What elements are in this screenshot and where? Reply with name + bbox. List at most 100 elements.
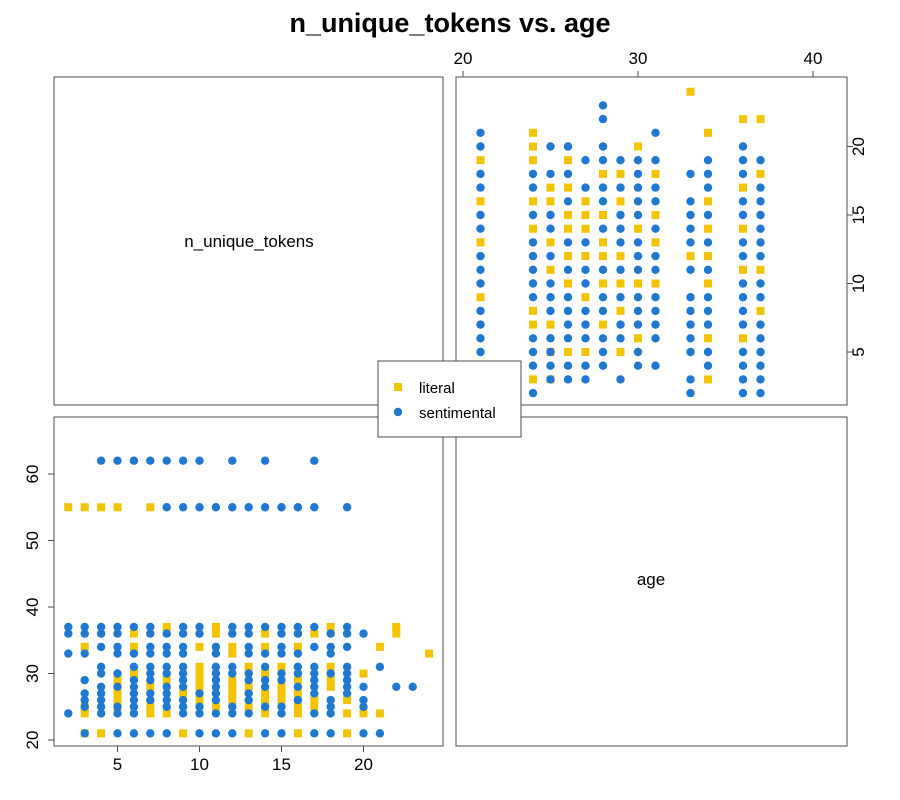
point-literal-top-right bbox=[634, 279, 642, 288]
point-sentimental-bottom-left bbox=[129, 622, 139, 632]
point-sentimental-bottom-left bbox=[244, 675, 253, 685]
point-literal-bottom-left bbox=[293, 702, 302, 711]
point-sentimental-bottom-left bbox=[310, 662, 319, 672]
point-sentimental-bottom-left bbox=[146, 649, 155, 658]
point-literal-top-right bbox=[704, 375, 712, 384]
point-literal-bottom-left bbox=[162, 622, 171, 631]
point-literal-bottom-left bbox=[293, 729, 302, 738]
point-sentimental-top-right bbox=[546, 347, 555, 357]
x-tick-label: 10 bbox=[190, 755, 209, 774]
point-sentimental-bottom-left bbox=[326, 709, 335, 718]
point-sentimental-top-right bbox=[616, 224, 625, 233]
point-literal-top-right bbox=[581, 197, 590, 206]
point-literal-bottom-left bbox=[359, 709, 368, 718]
point-sentimental-bottom-left bbox=[178, 503, 188, 512]
point-sentimental-top-right bbox=[581, 265, 590, 274]
point-sentimental-bottom-left bbox=[96, 622, 106, 632]
point-sentimental-top-right bbox=[651, 334, 660, 343]
point-sentimental-bottom-left bbox=[178, 622, 188, 632]
point-sentimental-top-right bbox=[616, 238, 625, 247]
point-literal-top-right bbox=[476, 156, 485, 165]
point-literal-bottom-left bbox=[179, 689, 188, 698]
point-sentimental-top-right bbox=[528, 183, 538, 192]
point-sentimental-top-right bbox=[616, 320, 625, 329]
point-sentimental-top-right bbox=[738, 361, 748, 370]
point-sentimental-bottom-left bbox=[129, 729, 139, 738]
point-sentimental-bottom-left bbox=[244, 629, 253, 638]
point-sentimental-bottom-left bbox=[228, 729, 237, 738]
point-sentimental-bottom-left bbox=[211, 649, 221, 658]
point-sentimental-top-right bbox=[598, 306, 608, 316]
point-sentimental-bottom-left bbox=[129, 675, 139, 685]
point-sentimental-bottom-left bbox=[310, 709, 319, 718]
point-literal-bottom-left bbox=[310, 629, 319, 638]
point-literal-bottom-left bbox=[211, 622, 220, 631]
point-literal-bottom-left bbox=[261, 629, 270, 638]
point-literal-bottom-left bbox=[261, 689, 270, 698]
point-sentimental-bottom-left bbox=[178, 669, 188, 678]
point-sentimental-top-right bbox=[651, 183, 660, 192]
point-sentimental-bottom-left bbox=[146, 695, 155, 705]
point-sentimental-bottom-left bbox=[178, 695, 188, 705]
point-sentimental-bottom-left bbox=[64, 709, 73, 718]
point-literal-bottom-left bbox=[244, 662, 253, 671]
point-literal-top-right bbox=[651, 211, 660, 219]
point-literal-top-right bbox=[581, 348, 590, 356]
legend-box bbox=[377, 360, 522, 438]
point-sentimental-bottom-left bbox=[80, 729, 89, 738]
point-sentimental-top-right bbox=[738, 347, 748, 357]
point-sentimental-top-right bbox=[476, 265, 485, 274]
point-sentimental-bottom-left bbox=[113, 642, 122, 652]
point-literal-bottom-left bbox=[228, 696, 237, 705]
point-literal-bottom-left bbox=[195, 662, 204, 671]
point-sentimental-bottom-left bbox=[64, 622, 73, 632]
point-literal-top-right bbox=[546, 197, 555, 206]
point-sentimental-bottom-left bbox=[228, 662, 237, 672]
point-literal-bottom-left bbox=[392, 629, 401, 638]
point-literal-top-right bbox=[529, 197, 537, 206]
point-sentimental-top-right bbox=[756, 375, 765, 384]
point-literal-bottom-left bbox=[195, 642, 204, 651]
point-literal-top-right bbox=[564, 348, 572, 356]
point-literal-top-right bbox=[616, 252, 625, 261]
point-sentimental-bottom-left bbox=[162, 662, 171, 672]
point-sentimental-bottom-left bbox=[211, 682, 221, 691]
point-sentimental-top-right bbox=[563, 265, 573, 274]
point-sentimental-top-right bbox=[546, 210, 555, 220]
point-sentimental-top-right bbox=[756, 251, 765, 261]
point-sentimental-bottom-left bbox=[277, 675, 286, 685]
point-sentimental-bottom-left bbox=[392, 682, 401, 691]
point-sentimental-bottom-left bbox=[211, 689, 221, 698]
point-sentimental-bottom-left bbox=[129, 695, 139, 705]
point-literal-bottom-left bbox=[326, 676, 335, 685]
point-sentimental-bottom-left bbox=[146, 729, 155, 738]
point-sentimental-top-right bbox=[686, 210, 695, 220]
right-tick-label: 20 bbox=[849, 137, 868, 156]
y-tick-label: 40 bbox=[23, 598, 42, 617]
point-literal-bottom-left bbox=[146, 709, 155, 718]
point-sentimental-bottom-left bbox=[113, 629, 122, 638]
point-sentimental-top-right bbox=[756, 197, 765, 206]
point-sentimental-bottom-left bbox=[310, 729, 319, 738]
point-sentimental-top-right bbox=[633, 197, 643, 206]
point-sentimental-top-right bbox=[651, 251, 660, 261]
point-sentimental-bottom-left bbox=[260, 662, 270, 672]
point-literal-bottom-left bbox=[80, 642, 89, 651]
point-literal-bottom-left bbox=[64, 503, 73, 512]
point-sentimental-top-right bbox=[756, 388, 765, 398]
point-sentimental-top-right bbox=[633, 320, 643, 329]
point-literal-top-right bbox=[529, 224, 537, 233]
point-sentimental-top-right bbox=[703, 347, 713, 357]
right-tick-label: 15 bbox=[849, 206, 868, 225]
point-sentimental-top-right bbox=[651, 320, 660, 329]
point-sentimental-top-right bbox=[581, 361, 590, 370]
point-sentimental-top-right bbox=[756, 347, 765, 357]
point-sentimental-top-right bbox=[598, 197, 608, 206]
point-sentimental-bottom-left bbox=[310, 642, 319, 652]
point-sentimental-bottom-left bbox=[310, 456, 319, 465]
point-sentimental-top-right bbox=[581, 306, 590, 316]
diagonal-label-age: age bbox=[637, 570, 665, 589]
point-literal-top-right bbox=[599, 279, 607, 288]
point-sentimental-top-right bbox=[563, 320, 573, 329]
point-sentimental-bottom-left bbox=[342, 629, 352, 638]
